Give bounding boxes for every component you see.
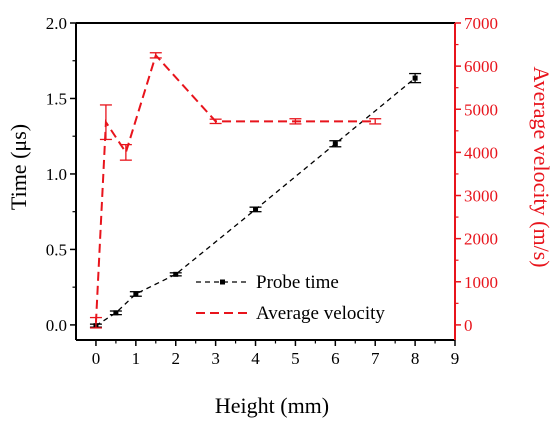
y-tick-label: 1.5: [46, 89, 67, 108]
series-layer: [89, 52, 422, 329]
y-axis-label: Time (μs): [6, 124, 31, 210]
y2-tick-label: 5000: [464, 100, 498, 119]
legend-label-0: Probe time: [256, 272, 339, 293]
y2-tick-label: 6000: [464, 57, 498, 76]
y-tick-label: 0.5: [46, 240, 67, 259]
y2-axis-label: Average velocity (m/s): [529, 66, 550, 267]
axes-layer: 0 1 2 3 4 5 6 7 8 9 0.0 0.5 1.0 1.5 2.0 0 1000 2000 3000 40…: [46, 14, 498, 368]
data-point: [253, 206, 259, 212]
y2-tick-label: 1000: [464, 273, 498, 292]
y2-tick-label: 7000: [464, 14, 498, 33]
x-tick-label: 6: [331, 349, 340, 368]
y-tick-label: 1.0: [46, 165, 67, 184]
y2-tick-label: 0: [464, 316, 473, 335]
data-point: [133, 291, 139, 297]
data-point: [412, 75, 418, 81]
x-tick-label: 1: [132, 349, 141, 368]
y-tick-label: 2.0: [46, 14, 67, 33]
x-tick-label: 2: [171, 349, 180, 368]
legend: Probe time Average velocity: [196, 272, 385, 324]
y-tick-label: 0.0: [46, 316, 67, 335]
x-tick-label: 5: [291, 349, 300, 368]
y2-tick-label: 2000: [464, 230, 498, 249]
y2-tick-label: 4000: [464, 143, 498, 162]
data-point: [113, 310, 119, 316]
data-point: [173, 271, 179, 277]
x-tick-label: 3: [211, 349, 220, 368]
x-axis-label: Height (mm): [215, 393, 329, 418]
y2-tick-label: 3000: [464, 187, 498, 206]
legend-label-1: Average velocity: [256, 303, 385, 324]
x-tick-label: 7: [371, 349, 380, 368]
legend-marker: [220, 279, 225, 285]
data-point: [332, 141, 338, 147]
x-tick-label: 9: [451, 349, 460, 368]
x-tick-label: 0: [92, 349, 101, 368]
x-tick-label: 8: [411, 349, 420, 368]
x-tick-label: 4: [251, 349, 260, 368]
